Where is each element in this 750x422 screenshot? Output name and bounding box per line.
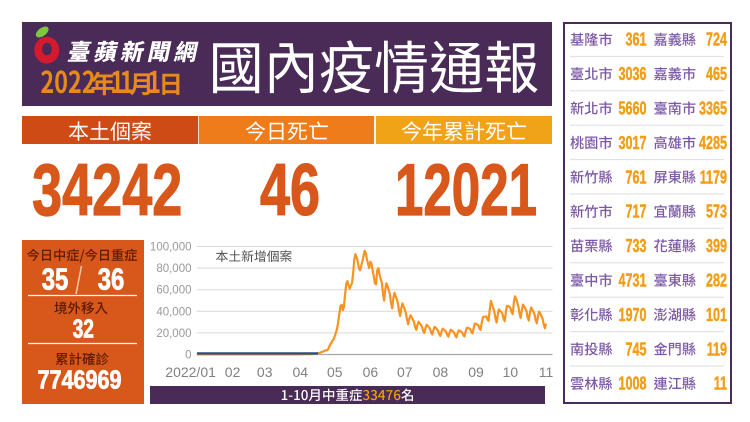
svg-text:02: 02 [225,364,241,380]
svg-text:1179: 1179 [700,168,727,188]
svg-text:101: 101 [706,306,727,326]
svg-text:12021: 12021 [395,150,537,231]
svg-text:7746969: 7746969 [38,366,122,395]
svg-text:04: 04 [293,364,309,380]
svg-text:40,000: 40,000 [156,306,191,318]
svg-text:717: 717 [626,202,647,222]
svg-text:34242: 34242 [32,149,182,231]
svg-text:09: 09 [468,364,484,380]
svg-text:733: 733 [626,237,647,257]
svg-text:724: 724 [706,30,727,50]
svg-text:32: 32 [73,314,94,344]
svg-text:07: 07 [397,364,413,380]
svg-text:399: 399 [706,237,727,257]
svg-text:3365: 3365 [699,99,727,119]
svg-text:10: 10 [503,364,519,380]
svg-text:4731: 4731 [619,271,647,291]
svg-text:745: 745 [626,340,647,360]
svg-text:4285: 4285 [699,134,727,154]
svg-text:08: 08 [433,364,449,380]
svg-text:573: 573 [706,202,727,222]
svg-text:100,000: 100,000 [150,242,192,254]
svg-text:2022/01: 2022/01 [165,364,216,380]
svg-text:80,000: 80,000 [156,263,191,275]
svg-text:361: 361 [626,30,647,50]
svg-text:465: 465 [706,65,727,85]
svg-text:5660: 5660 [619,99,647,119]
svg-text:36: 36 [98,261,125,296]
svg-text:11: 11 [714,374,727,394]
svg-text:0: 0 [185,350,191,362]
svg-text:03: 03 [257,364,273,380]
svg-text:1970: 1970 [619,306,647,326]
svg-text:06: 06 [363,364,379,380]
svg-text:119: 119 [707,340,727,360]
svg-text:282: 282 [706,271,727,291]
svg-text:11: 11 [539,364,554,380]
svg-text:20,000: 20,000 [156,328,191,340]
svg-text:3036: 3036 [619,65,647,85]
svg-text:46: 46 [260,149,320,231]
svg-text:35: 35 [42,261,69,296]
svg-text:1008: 1008 [619,374,647,394]
svg-text:3017: 3017 [619,134,647,154]
svg-text:761: 761 [626,168,647,188]
svg-text:60,000: 60,000 [156,285,191,297]
svg-text:05: 05 [327,364,343,380]
